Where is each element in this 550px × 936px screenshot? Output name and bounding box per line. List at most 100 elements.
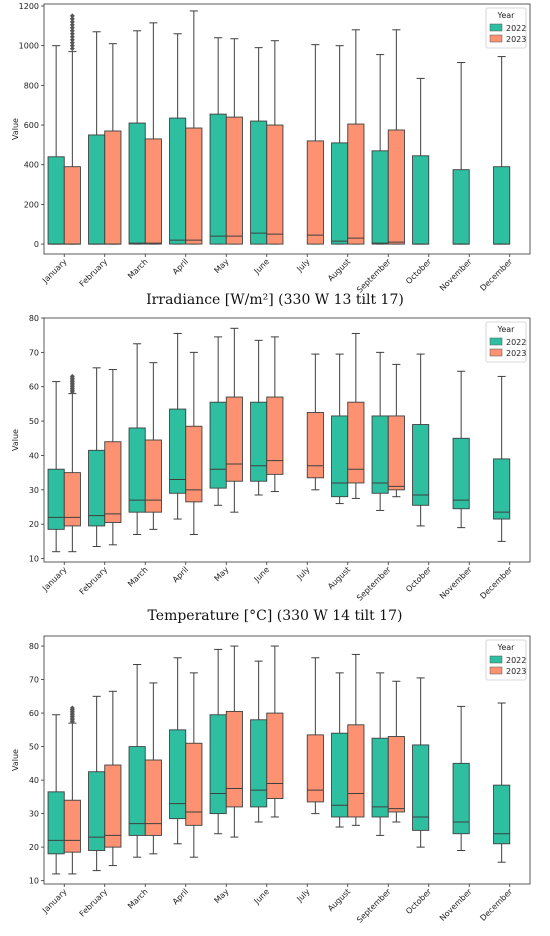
box-2023-march	[144, 682, 162, 855]
outlier-marker	[69, 25, 75, 31]
iqr-box	[209, 401, 227, 489]
y-tick-label: 1200	[19, 2, 39, 11]
box-2022-november	[452, 62, 470, 245]
box-2022-january	[47, 714, 65, 875]
box-2022-april	[169, 657, 187, 845]
box-2023-july	[306, 657, 324, 815]
box-2022-december	[493, 375, 511, 542]
outlier-marker	[69, 373, 75, 379]
iqr-box	[225, 396, 243, 482]
caption-irradiance: Irradiance [W/m²] (330 W 13 tilt 17)	[146, 292, 404, 308]
iqr-box	[144, 759, 162, 836]
y-axis-label: Value	[11, 749, 20, 771]
iqr-box	[331, 732, 349, 818]
outlier-marker	[69, 34, 75, 40]
box-2022-october	[412, 353, 430, 527]
outlier-marker	[69, 19, 75, 25]
y-tick-label: 200	[24, 200, 39, 209]
x-tick-label: February	[78, 257, 110, 289]
outlier-marker	[69, 43, 75, 49]
legend-swatch-2022	[489, 23, 503, 32]
legend-label-2022: 2022	[506, 656, 526, 665]
x-tick-label: December	[478, 257, 514, 293]
legend-label-2022: 2022	[506, 24, 526, 33]
box-2022-september	[371, 351, 389, 511]
iqr-box	[63, 166, 81, 245]
iqr-box	[347, 401, 365, 484]
y-tick-label: 50	[29, 417, 39, 426]
iqr-box	[493, 784, 511, 845]
y-tick-label: 30	[29, 486, 39, 495]
y-tick-label: 0	[34, 240, 39, 249]
iqr-box	[63, 799, 81, 853]
x-tick-label: January	[40, 565, 69, 594]
box-2023-june	[266, 336, 284, 493]
box-2022-june	[250, 47, 268, 245]
x-tick-label: April	[171, 257, 190, 276]
iqr-box	[144, 138, 162, 245]
legend-swatch-2022	[489, 655, 503, 664]
iqr-box	[347, 724, 365, 818]
box-2023-may	[225, 327, 243, 513]
legend-title: Year	[497, 643, 516, 652]
x-tick-label: December	[478, 565, 514, 601]
x-tick-label: August	[326, 565, 352, 591]
box-2022-november	[452, 370, 470, 529]
iqr-box	[225, 710, 243, 808]
outlier-marker	[69, 13, 75, 19]
iqr-box	[412, 155, 430, 245]
box-2022-may	[209, 336, 227, 506]
box-2023-september	[387, 680, 405, 823]
x-tick-label: November	[438, 565, 474, 601]
y-tick-label: 10	[29, 877, 39, 886]
iqr-box	[128, 746, 146, 836]
box-2022-february	[88, 31, 106, 245]
x-tick-label: October	[404, 565, 434, 595]
box-2022-march	[128, 663, 146, 858]
iqr-box	[266, 712, 284, 799]
box-2023-april	[185, 672, 203, 858]
outlier-marker	[69, 705, 75, 711]
y-tick-label: 40	[29, 776, 39, 785]
box-2023-february	[104, 369, 122, 546]
legend-label-2023: 2023	[506, 349, 526, 358]
legend-title: Year	[497, 325, 516, 334]
legend-label-2023: 2023	[506, 667, 526, 676]
iqr-box	[185, 425, 203, 503]
box-2022-august	[331, 45, 349, 245]
iqr-box	[63, 472, 81, 527]
box-2023-august	[347, 29, 365, 245]
box-2022-september	[371, 672, 389, 836]
box-2023-march	[144, 362, 162, 530]
x-tick-label: April	[171, 887, 190, 906]
box-2022-june	[250, 660, 268, 823]
iqr-box	[306, 734, 324, 803]
x-tick-label: November	[438, 887, 474, 923]
x-tick-label: August	[326, 887, 352, 913]
y-tick-label: 40	[29, 451, 39, 460]
legend: Year 2022 2023	[485, 321, 527, 363]
box-2023-september	[387, 29, 405, 245]
x-tick-label: February	[78, 565, 110, 597]
iqr-box	[412, 744, 430, 831]
x-tick-label: May	[213, 887, 231, 905]
x-tick-label: July	[294, 887, 311, 904]
box-2023-august	[347, 332, 365, 499]
iqr-box	[250, 401, 268, 482]
legend-title: Year	[497, 11, 516, 20]
iqr-box	[493, 166, 511, 245]
x-tick-label: June	[252, 887, 271, 906]
box-2022-november	[452, 705, 470, 851]
iqr-box	[306, 412, 324, 479]
box-2023-january	[63, 13, 81, 245]
box-2022-june	[250, 339, 268, 496]
iqr-box	[493, 458, 511, 520]
y-axis-label: Value	[11, 429, 20, 451]
temperature-boxplot-1: 10 20 30 40 50 60 70 80 Value January February Marc…	[11, 314, 531, 603]
iqr-box	[104, 130, 122, 245]
y-tick-label: 60	[29, 383, 39, 392]
outlier-marker	[69, 22, 75, 28]
box-2022-february	[88, 695, 106, 872]
iqr-box	[209, 714, 227, 815]
x-tick-label: May	[213, 257, 231, 275]
